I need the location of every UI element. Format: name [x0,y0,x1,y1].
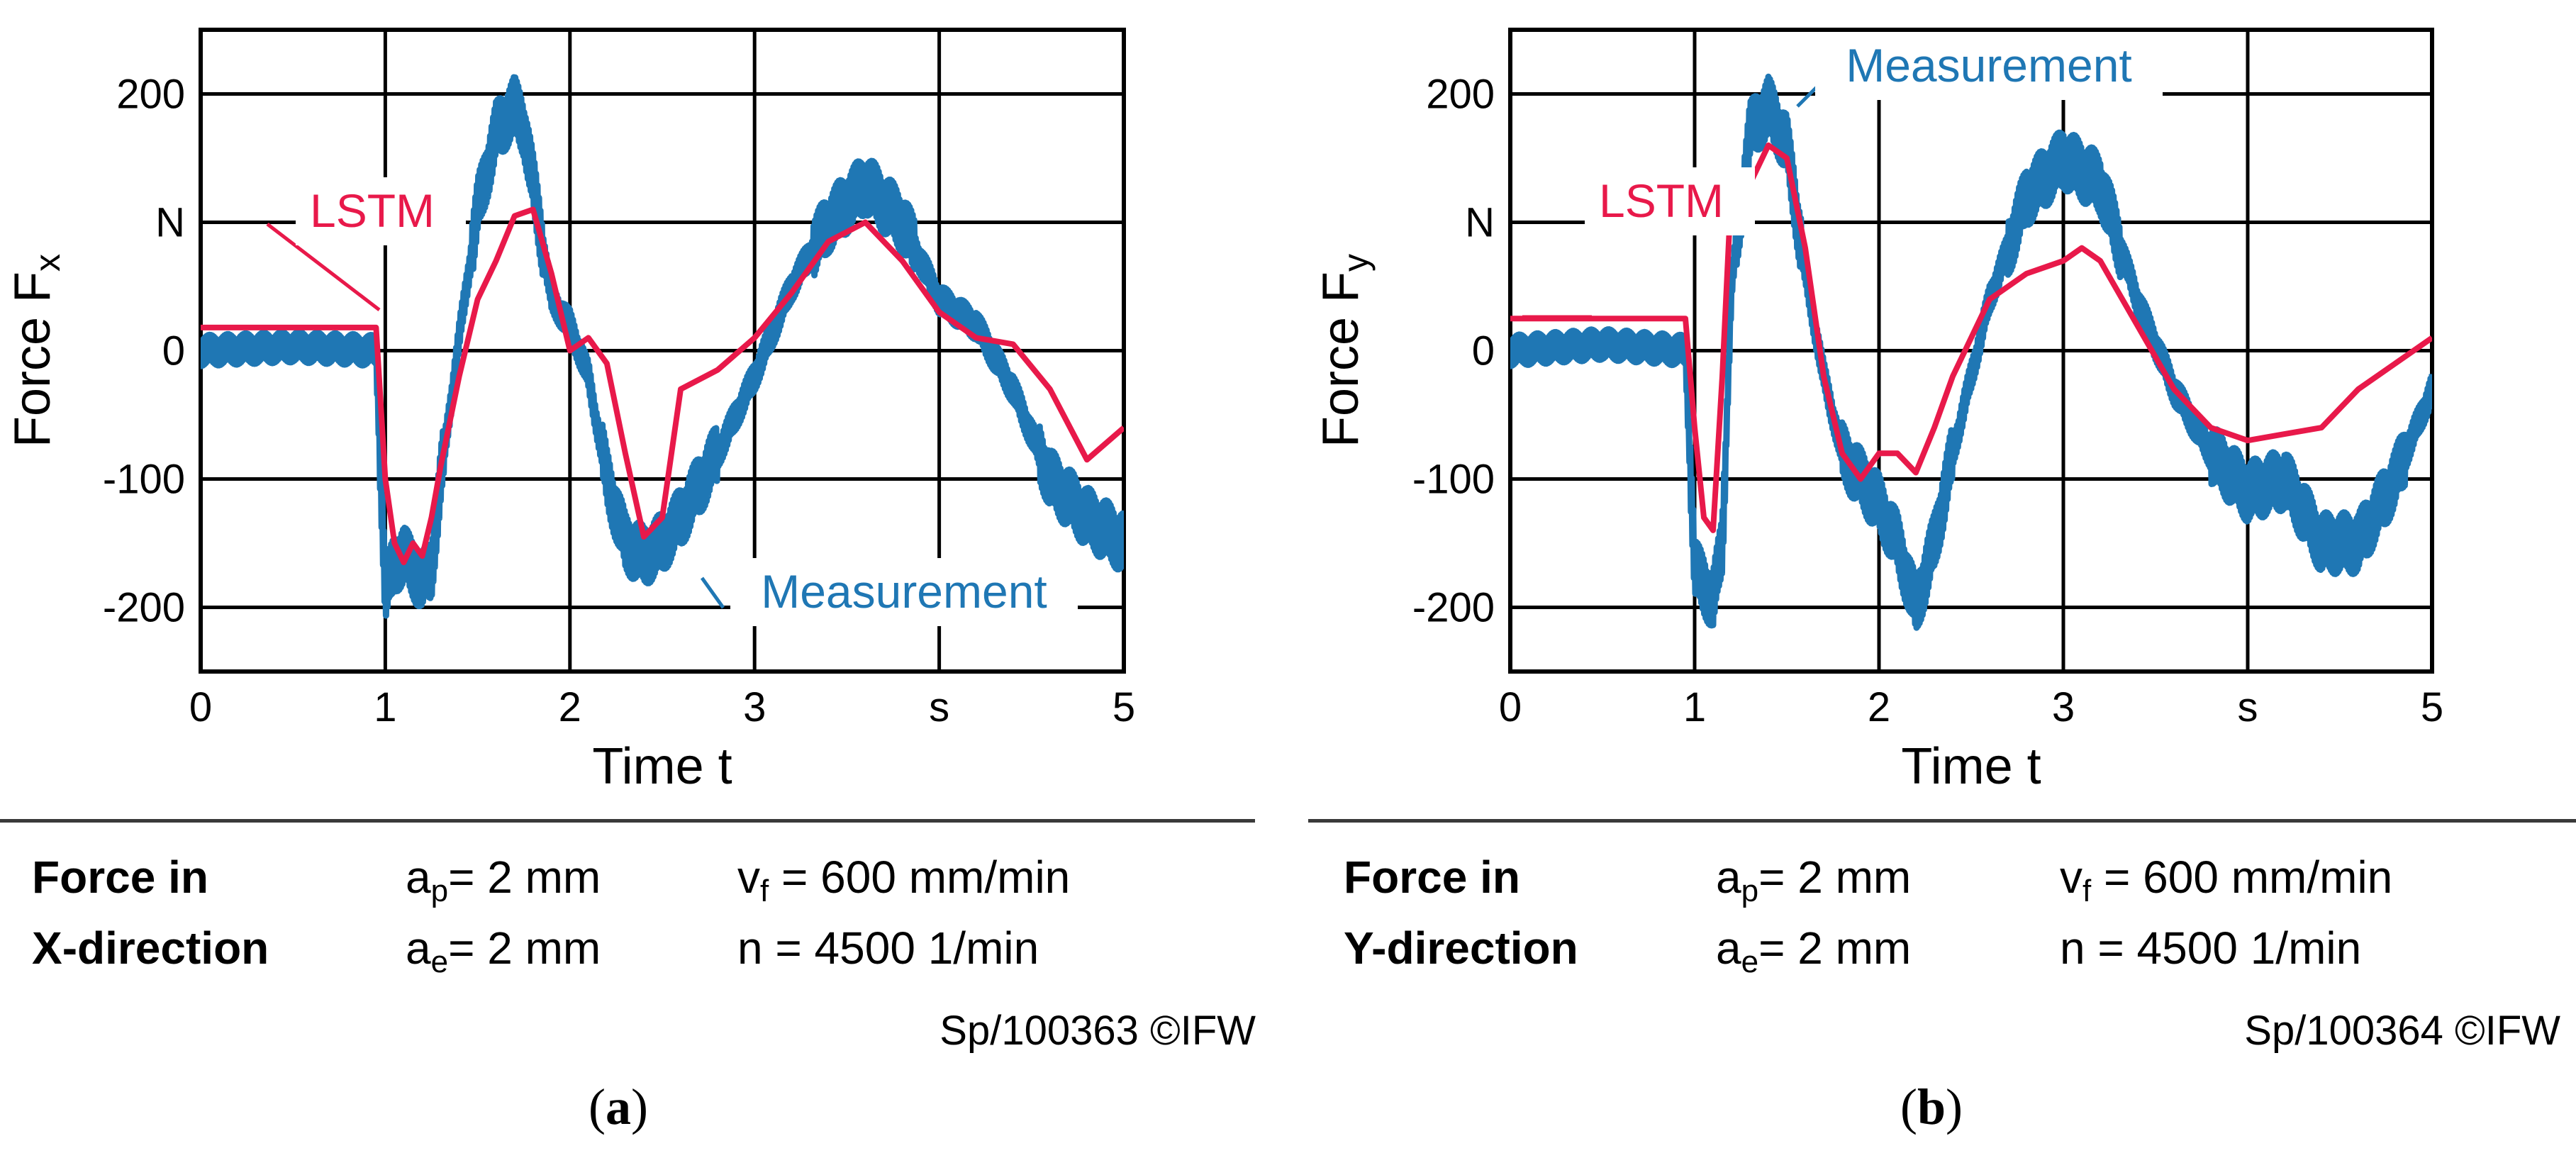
plot-area [201,74,1124,619]
param-ap-b: ap= 2 mm [1716,852,1912,908]
x-tick-label: 5 [1113,684,1135,730]
lstm-label-bg [1585,167,1755,235]
param-ap-a: ap= 2 mm [406,852,601,908]
x-tick-label: s [929,684,949,730]
measurement-leader-line [700,576,725,609]
caption-b: (b) [1900,1079,1963,1135]
x-tick-label: 0 [189,684,212,730]
footer-rule-a [0,819,1255,823]
y-axis-label: Force Fy [1312,254,1376,447]
param-n-b: n = 4500 1/min [2060,923,2362,974]
y-tick-label: -200 [1412,585,1495,631]
footer-title-line1-a: Force in [32,852,208,903]
measurement-label: Measurement [761,565,1047,618]
footer-title-line1-b: Force in [1344,852,1520,903]
y-tick-label: N [155,200,185,246]
chart-a: 0 1 2 3 s 5 200 N 0 -100 -200 Time t Force Fx LSTM Mea… [4,28,1135,795]
param-ae-b: ae= 2 mm [1716,923,1912,979]
figure-code-a: Sp/100363 ©IFW [939,1008,1256,1054]
x-tick-label: 0 [1499,684,1522,730]
y-tick-label: 0 [162,328,185,374]
plot-area [1510,73,2432,631]
y-tick-label: -200 [103,585,185,631]
y-tick-label: -100 [103,457,185,503]
y-tick-label: 200 [116,72,185,118]
param-ae-a: ae= 2 mm [406,923,601,979]
x-tick-label: 5 [2421,684,2443,730]
x-tick-label: 1 [1683,684,1706,730]
x-tick-label: 3 [2052,684,2075,730]
lstm-series-line [201,206,1124,566]
lstm-label: LSTM [1599,174,1724,227]
y-tick-label: -100 [1412,457,1495,503]
x-tick-label: 2 [1868,684,1890,730]
lstm-leader-line [266,223,381,311]
x-tick-label: 2 [559,684,581,730]
param-vf-a: vf = 600 mm/min [737,852,1071,908]
measurement-series-line [201,74,1124,619]
param-n-a: n = 4500 1/min [737,923,1039,974]
footer-rule-b [1308,819,2576,823]
measurement-label-bg [730,558,1078,626]
lstm-label-bg [296,177,466,245]
y-tick-label: 200 [1426,72,1495,118]
x-tick-label: s [2238,684,2258,730]
x-tick-label: 1 [374,684,396,730]
x-tick-label: 3 [743,684,766,730]
param-vf-b: vf = 600 mm/min [2060,852,2393,908]
caption-a: (a) [589,1079,648,1135]
y-tick-label: N [1465,200,1495,246]
footer-title-line2-b: Y-direction [1344,923,1578,974]
y-axis-label: Force Fx [4,254,67,447]
lstm-label: LSTM [310,184,435,237]
measurement-label-bg [1815,32,2163,100]
chart-b: 0 1 2 3 s 5 200 N 0 -100 -200 Time t Force Fy LSTM Mea… [1312,28,2443,795]
footer-title-line2-a: X-direction [32,923,269,974]
figure-code-b: Sp/100364 ©IFW [2244,1008,2560,1054]
y-tick-label: 0 [1472,328,1495,374]
lstm-series-line [1510,142,2432,533]
x-axis-label: Time t [1901,738,2041,795]
measurement-label: Measurement [1846,39,2132,91]
measurement-series-line [1510,73,2432,631]
x-axis-label: Time t [592,738,732,795]
